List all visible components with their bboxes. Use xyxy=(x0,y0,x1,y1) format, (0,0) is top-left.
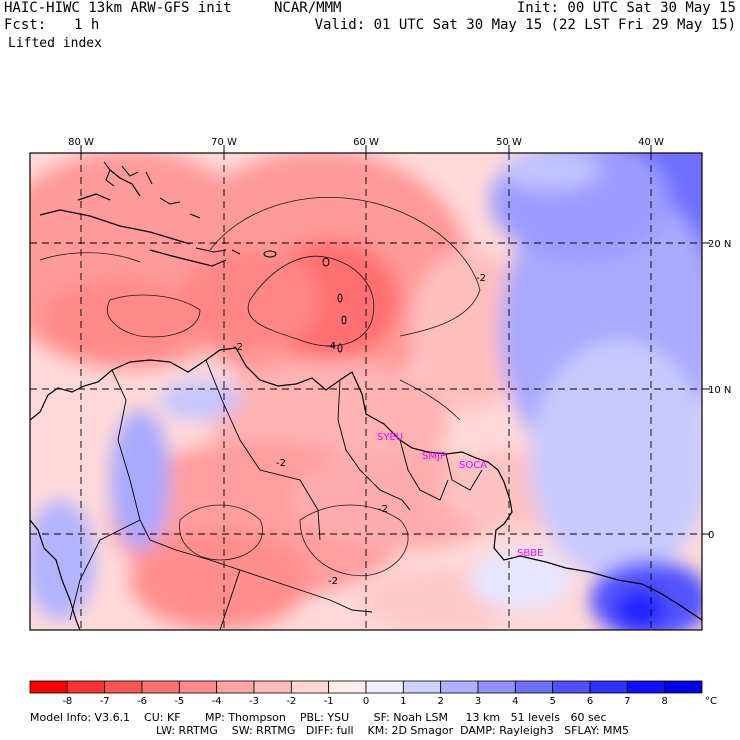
colorbar-tick-label: 7 xyxy=(624,696,630,707)
colorbar-tick-label: -5 xyxy=(174,696,184,707)
colorbar-tick-label: -3 xyxy=(249,696,259,707)
contour-label: -2 xyxy=(233,342,243,353)
colorbar-swatch xyxy=(440,680,479,694)
contour-label: -2 xyxy=(378,504,388,515)
colorbar-swatch xyxy=(402,680,442,694)
contour-label: -2 xyxy=(328,576,338,587)
colorbar-tick-label: 6 xyxy=(587,696,593,707)
map-frame xyxy=(29,152,703,631)
colorbar-swatch xyxy=(178,680,218,694)
colorbar-swatch xyxy=(29,680,68,694)
station-markers: SYEU SMJP SOCA SBBE xyxy=(377,432,543,559)
fcst-value: 1 h xyxy=(74,17,100,33)
colorbar-swatch xyxy=(589,680,628,694)
station-sbbe: SBBE xyxy=(517,548,543,559)
caribbean-islands xyxy=(103,161,347,353)
colorbar: -8 -7 -6 -5 -4 -3 -2 -1 0 1 2 3 4 5 6 7 8 °C xyxy=(29,680,717,707)
colorbar-swatch xyxy=(216,680,255,694)
contour-label: -4 xyxy=(326,341,336,352)
colorbar-tick-label: 8 xyxy=(661,696,667,707)
lat-lon-grid xyxy=(30,153,702,630)
colorbar-swatch xyxy=(290,680,330,694)
colorbar-swatch xyxy=(141,680,180,694)
field-name: Lifted index xyxy=(8,36,102,51)
contour-lines xyxy=(39,197,481,577)
lon-label-60w: 60 W xyxy=(353,137,379,148)
center-label: NCAR/MMM xyxy=(274,0,342,16)
colorbar-tick-label: -2 xyxy=(286,696,296,707)
colorbar-tick-label: 1 xyxy=(400,696,406,707)
colorbar-tick-label: 5 xyxy=(549,696,555,707)
coastlines xyxy=(30,169,702,630)
lon-label-80w: 80 W xyxy=(68,137,94,148)
lat-label-0: 0 xyxy=(708,530,714,541)
colorbar-tick-label: 3 xyxy=(475,696,481,707)
colorbar-swatch xyxy=(104,680,143,694)
colorbar-swatch xyxy=(626,680,666,694)
model-info-line1: Model Info: V3.6.1 CU: KF MP: Thompson P… xyxy=(30,711,607,724)
colorbar-swatch xyxy=(552,680,591,694)
colorbar-tick-label: -4 xyxy=(212,696,222,707)
model-title: HAIC-HIWC 13km ARW-GFS init xyxy=(4,0,232,16)
colorbar-swatch xyxy=(664,680,703,694)
colorbar-tick-label: 0 xyxy=(363,696,369,707)
colorbar-swatch xyxy=(328,680,367,694)
colorbar-unit: °C xyxy=(705,696,717,707)
lat-label-10n: 10 N xyxy=(708,385,731,396)
colorbar-tick-label: -6 xyxy=(137,696,147,707)
colorbar-swatch xyxy=(66,680,106,694)
contour-label: -2 xyxy=(476,273,486,284)
valid-time: Valid: 01 UTC Sat 30 May 15 (22 LST Fri … xyxy=(314,17,736,33)
init-time: Init: 00 UTC Sat 30 May 15 xyxy=(516,0,736,16)
contour-label: -2 xyxy=(276,458,286,469)
colorbar-tick-label: -1 xyxy=(324,696,334,707)
station-syeu: SYEU xyxy=(377,432,403,443)
station-soca: SOCA xyxy=(459,460,487,471)
colorbar-swatch xyxy=(365,680,404,694)
colorbar-tick-label: 4 xyxy=(512,696,518,707)
colorbar-swatch xyxy=(477,680,516,694)
lat-label-20n: 20 N xyxy=(708,239,731,250)
lifted-index-field xyxy=(30,153,702,630)
colorbar-swatch xyxy=(514,680,554,694)
lon-label-50w: 50 W xyxy=(496,137,522,148)
colorbar-tick-label: -8 xyxy=(62,696,72,707)
colorbar-tick-label: 2 xyxy=(437,696,443,707)
station-smjp: SMJP xyxy=(422,451,446,462)
lon-label-40w: 40 W xyxy=(638,137,664,148)
model-info-line2: LW: RRTMG SW: RRTMG DIFF: full KM: 2D Sm… xyxy=(156,724,629,737)
borders xyxy=(69,359,483,630)
lon-label-70w: 70 W xyxy=(211,137,237,148)
colorbar-tick-label: -7 xyxy=(100,696,110,707)
fcst-label: Fcst: xyxy=(4,17,47,33)
tick-marks xyxy=(80,145,710,535)
colorbar-swatch xyxy=(253,680,292,694)
